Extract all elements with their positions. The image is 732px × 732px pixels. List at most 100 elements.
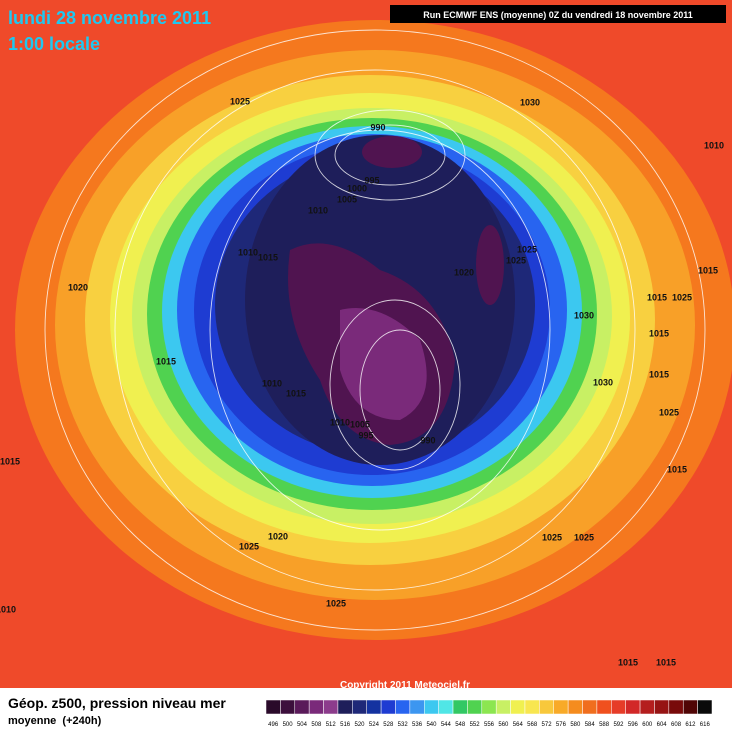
scale-label: 532 [398,722,409,728]
isobar-label: 995 [358,430,373,440]
scale-swatch [424,699,439,715]
isobar-label: 1015 [618,657,638,667]
isobar-label: 1015 [0,456,20,466]
scale-swatch [280,699,296,715]
scale-label: 528 [383,722,394,728]
scale-swatch [539,699,554,715]
scale-swatch [639,699,655,715]
scale-swatch [395,699,411,715]
scale-label: 508 [311,722,322,728]
isobar-label: 1010 [0,604,16,614]
time-title: 1:00 locale [8,34,100,54]
scale-swatch [265,699,281,715]
isobar-label: 1015 [698,265,718,275]
scale-label: 536 [412,722,423,728]
scale-label: 500 [283,722,294,728]
scale-swatch [337,699,353,715]
isobar-label: 1015 [286,388,306,398]
scale-label: 556 [484,722,495,728]
copyright: Copyright 2011 Meteociel.fr [340,680,470,691]
isobar-label: 995 [364,175,379,185]
scale-label: 564 [513,722,524,728]
isobar-label: 1025 [672,292,692,302]
isobar-label: 1025 [574,532,594,542]
isobar-label: 1015 [156,356,176,366]
scale-label: 604 [657,722,668,728]
scale-swatch [510,699,526,715]
isobar-label: 1005 [337,194,357,204]
scale-swatch [294,699,310,715]
date-title: lundi 28 novembre 2011 [8,8,211,28]
isobar-label: 1010 [704,140,724,150]
scale-label: 612 [685,722,696,728]
scale-swatch [625,699,641,715]
scale-label: 520 [355,722,366,728]
isobar-label: 1010 [330,417,350,427]
scale-swatch [308,699,324,715]
scale-swatch [481,699,497,715]
scale-swatch [611,699,626,715]
scale-swatch [452,699,468,715]
scale-label: 608 [671,722,682,728]
scale-label: 512 [326,722,337,728]
isobar-label: 1005 [350,419,370,429]
isobar-label: 1025 [542,532,562,542]
isobar-label: 1015 [649,328,669,338]
color-scale: 496 500 504 508 512 516 520 524 528 532 536 540 544 5… [265,699,713,728]
isobar-label: 1015 [649,369,669,379]
scale-label: 596 [628,722,639,728]
scale-swatch [352,699,367,715]
isobar-label: 1000 [347,183,367,193]
isobar-label: 1020 [68,282,88,292]
isobar-label: 990 [370,122,385,132]
height-field [15,20,732,640]
scale-swatch [654,699,670,715]
scale-swatch [697,699,713,715]
scale-label: 580 [570,722,581,728]
scale-swatch [668,699,684,715]
footer-title: Géop. z500, pression niveau mer [8,695,226,711]
scale-label: 584 [585,722,596,728]
scale-swatch [524,699,540,715]
scale-swatch [467,699,483,715]
isobar-label: 1020 [454,267,474,277]
scale-label: 560 [498,722,509,728]
isobar-label: 1030 [520,97,540,107]
isobar-label: 1025 [230,96,250,106]
scale-swatch [567,699,583,715]
scale-swatch [380,699,396,715]
scale-swatch [366,699,382,715]
scale-swatch [553,699,569,715]
isobar-label: 1025 [517,244,537,254]
isobar-label: 1015 [656,657,676,667]
scale-swatch [323,699,339,715]
scale-swatch [495,699,511,715]
scale-label: 496 [268,722,279,728]
scale-label: 588 [599,722,610,728]
isobar-label: 1010 [238,247,258,257]
scale-swatch [596,699,612,715]
isobar-label: 1025 [659,407,679,417]
scale-label: 544 [441,722,452,728]
scale-label: 524 [369,722,380,728]
isobar-label: 1025 [239,541,259,551]
run-info: Run ECMWF ENS (moyenne) 0Z du vendredi 1… [423,10,693,20]
run-box [390,5,726,23]
scale-label: 592 [613,722,624,728]
scale-label: 552 [470,722,481,728]
isobar-label: 1015 [647,292,667,302]
scale-swatch [438,699,454,715]
isobar-label: 1015 [258,252,278,262]
scale-swatch [409,699,425,715]
scale-label: 540 [426,722,437,728]
isobar-label: 1030 [574,310,594,320]
scale-label: 548 [455,722,466,728]
scale-label: 516 [340,722,351,728]
isobar-label: 990 [420,435,435,445]
scale-label: 568 [527,722,538,728]
isobar-label: 1025 [506,255,526,265]
scale-label: 576 [556,722,567,728]
